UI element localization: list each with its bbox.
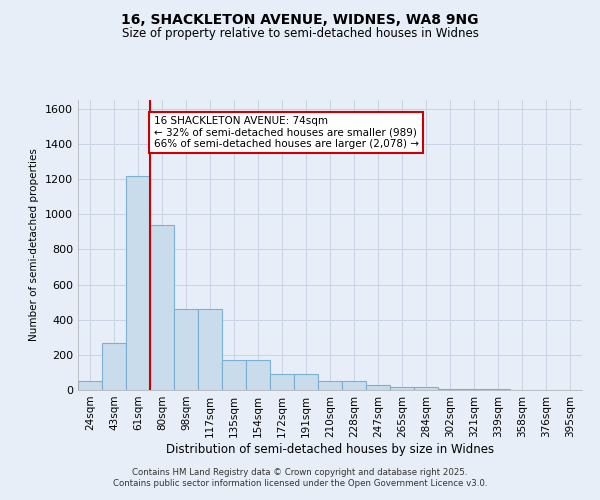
Bar bbox=[126, 176, 150, 390]
Bar bbox=[198, 309, 222, 390]
X-axis label: Distribution of semi-detached houses by size in Widnes: Distribution of semi-detached houses by … bbox=[166, 442, 494, 456]
Text: 16 SHACKLETON AVENUE: 74sqm
← 32% of semi-detached houses are smaller (989)
66% : 16 SHACKLETON AVENUE: 74sqm ← 32% of sem… bbox=[154, 116, 419, 149]
Bar bbox=[342, 381, 366, 390]
Bar bbox=[366, 384, 390, 390]
Y-axis label: Number of semi-detached properties: Number of semi-detached properties bbox=[29, 148, 40, 342]
Bar bbox=[318, 381, 342, 390]
Bar bbox=[438, 389, 462, 390]
Bar bbox=[102, 344, 126, 390]
Bar bbox=[78, 381, 102, 390]
Bar bbox=[150, 225, 174, 390]
Bar bbox=[174, 309, 198, 390]
Text: Size of property relative to semi-detached houses in Widnes: Size of property relative to semi-detach… bbox=[122, 28, 478, 40]
Bar bbox=[246, 360, 270, 390]
Bar bbox=[390, 388, 414, 390]
Bar bbox=[222, 360, 246, 390]
Text: Contains HM Land Registry data © Crown copyright and database right 2025.
Contai: Contains HM Land Registry data © Crown c… bbox=[113, 468, 487, 487]
Text: 16, SHACKLETON AVENUE, WIDNES, WA8 9NG: 16, SHACKLETON AVENUE, WIDNES, WA8 9NG bbox=[121, 12, 479, 26]
Bar bbox=[270, 374, 294, 390]
Bar bbox=[294, 374, 318, 390]
Bar bbox=[414, 388, 438, 390]
